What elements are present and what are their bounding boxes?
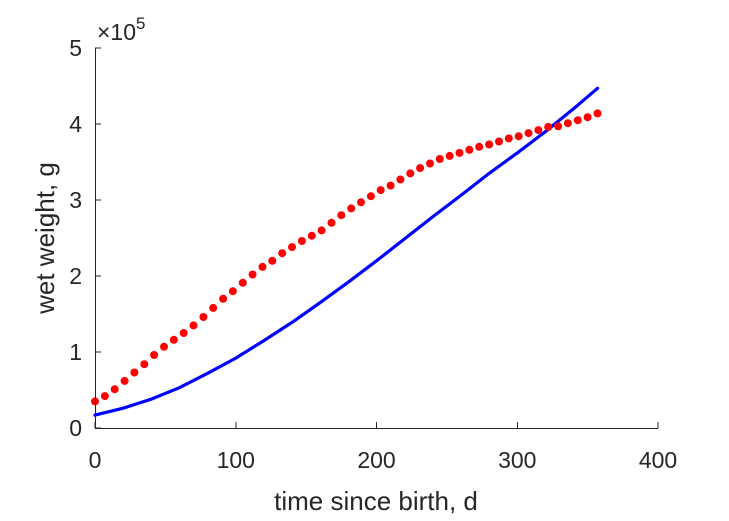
data-point — [416, 164, 425, 173]
data-point — [130, 368, 139, 377]
data-point — [465, 145, 474, 154]
data-point — [189, 321, 198, 330]
data-point — [248, 270, 257, 279]
data-point — [426, 159, 434, 168]
data-point — [376, 186, 385, 195]
data-point — [288, 243, 296, 252]
data-point — [219, 294, 228, 303]
data-point — [100, 392, 109, 401]
data-point — [524, 129, 533, 138]
data-point — [386, 181, 395, 190]
data-point — [317, 226, 326, 235]
data-point — [554, 122, 563, 131]
data-point — [209, 303, 218, 312]
data-point — [297, 237, 306, 245]
data-point — [347, 204, 356, 213]
plot-area — [91, 86, 602, 417]
data-point — [199, 313, 208, 321]
y-tick-label: 4 — [69, 111, 82, 137]
data-point — [120, 376, 129, 385]
data-point — [583, 113, 592, 122]
data-point — [485, 140, 494, 149]
data-point — [504, 134, 513, 143]
data-point — [563, 119, 572, 128]
data-point — [544, 123, 553, 131]
y-tick-label: 5 — [69, 35, 82, 61]
y-axis-label: wet weight, g — [30, 162, 60, 315]
axes — [94, 47, 659, 429]
y-exponent-power: 5 — [136, 14, 145, 33]
data-point — [278, 249, 287, 258]
x-tick-label: 200 — [357, 447, 395, 473]
data-point — [495, 137, 503, 146]
data-point — [140, 360, 149, 369]
y-exponent-base: ×10 — [97, 19, 136, 45]
data-point — [327, 218, 336, 227]
data-point — [357, 198, 365, 207]
y-tick-label: 2 — [69, 263, 82, 289]
x-tick-label: 400 — [639, 447, 677, 473]
y-tick-label: 1 — [69, 339, 82, 365]
data-point — [406, 169, 415, 178]
model-fit-line — [93, 86, 600, 417]
data-point — [475, 142, 484, 151]
data-point — [593, 109, 602, 118]
data-point — [268, 256, 277, 265]
x-tick-label: 300 — [498, 447, 536, 473]
data-point — [150, 351, 159, 359]
data-point — [573, 116, 582, 125]
tick-labels: 0 100 200 300 400 0 1 2 3 4 5 — [69, 35, 677, 473]
data-point — [445, 151, 454, 160]
data-point — [396, 175, 405, 184]
y-tick-label: 0 — [69, 415, 82, 441]
data-point — [179, 329, 188, 337]
data-point — [514, 132, 523, 141]
y-exponent-label: ×105 — [97, 14, 145, 45]
data-point — [238, 278, 247, 287]
data-point — [160, 342, 168, 351]
data-point — [337, 211, 346, 220]
data-point — [366, 192, 375, 201]
data-point — [110, 385, 119, 394]
x-tick-label: 100 — [217, 447, 255, 473]
y-tick-label: 3 — [69, 187, 82, 213]
data-point — [228, 287, 237, 296]
data-point — [435, 155, 444, 163]
data-point — [307, 231, 316, 240]
data-point — [258, 262, 267, 271]
x-tick-label: 0 — [89, 447, 102, 473]
data-point — [455, 148, 464, 157]
data-point — [169, 335, 178, 344]
x-axis-label: time since birth, d — [274, 486, 478, 516]
data-point — [534, 126, 543, 135]
